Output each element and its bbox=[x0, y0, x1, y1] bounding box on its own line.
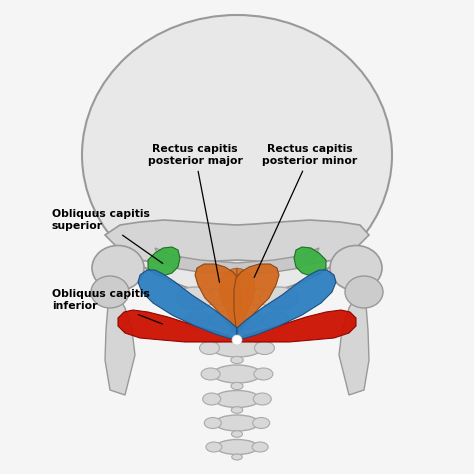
Ellipse shape bbox=[231, 356, 243, 364]
Polygon shape bbox=[237, 310, 356, 342]
Ellipse shape bbox=[91, 276, 129, 308]
Polygon shape bbox=[339, 290, 369, 395]
Ellipse shape bbox=[215, 415, 259, 431]
Polygon shape bbox=[195, 287, 279, 306]
Ellipse shape bbox=[206, 442, 222, 452]
Ellipse shape bbox=[263, 312, 289, 328]
Polygon shape bbox=[195, 264, 240, 334]
Text: Obliquus capitis
superior: Obliquus capitis superior bbox=[52, 209, 163, 264]
Ellipse shape bbox=[228, 329, 246, 345]
Ellipse shape bbox=[92, 246, 144, 291]
Polygon shape bbox=[237, 270, 336, 340]
Ellipse shape bbox=[203, 393, 221, 405]
Polygon shape bbox=[148, 247, 180, 276]
Ellipse shape bbox=[232, 454, 242, 460]
Polygon shape bbox=[234, 264, 279, 334]
Polygon shape bbox=[105, 290, 135, 395]
Polygon shape bbox=[155, 248, 319, 274]
Polygon shape bbox=[118, 310, 237, 342]
Polygon shape bbox=[237, 268, 255, 334]
Ellipse shape bbox=[212, 339, 262, 357]
Ellipse shape bbox=[185, 312, 211, 328]
Ellipse shape bbox=[253, 393, 271, 405]
Polygon shape bbox=[138, 270, 237, 340]
Polygon shape bbox=[294, 247, 326, 276]
Ellipse shape bbox=[231, 407, 243, 413]
Ellipse shape bbox=[231, 431, 243, 438]
Ellipse shape bbox=[200, 341, 219, 355]
Text: Obliquus capitis
inferior: Obliquus capitis inferior bbox=[52, 289, 163, 324]
Ellipse shape bbox=[255, 341, 274, 355]
Text: Rectus capitis
posterior minor: Rectus capitis posterior minor bbox=[254, 144, 357, 277]
Ellipse shape bbox=[213, 365, 261, 383]
Ellipse shape bbox=[253, 418, 270, 428]
Ellipse shape bbox=[252, 442, 268, 452]
Ellipse shape bbox=[214, 391, 260, 408]
Ellipse shape bbox=[176, 287, 214, 309]
Ellipse shape bbox=[232, 335, 242, 345]
Text: Rectus capitis
posterior major: Rectus capitis posterior major bbox=[147, 144, 242, 283]
Polygon shape bbox=[219, 268, 237, 334]
Ellipse shape bbox=[82, 15, 392, 295]
Ellipse shape bbox=[345, 276, 383, 308]
Ellipse shape bbox=[201, 368, 220, 380]
Ellipse shape bbox=[204, 418, 221, 428]
Ellipse shape bbox=[231, 383, 243, 390]
Ellipse shape bbox=[216, 439, 258, 455]
Polygon shape bbox=[105, 220, 369, 265]
Ellipse shape bbox=[330, 246, 382, 291]
Ellipse shape bbox=[254, 368, 273, 380]
Ellipse shape bbox=[210, 310, 264, 330]
Ellipse shape bbox=[260, 287, 298, 309]
